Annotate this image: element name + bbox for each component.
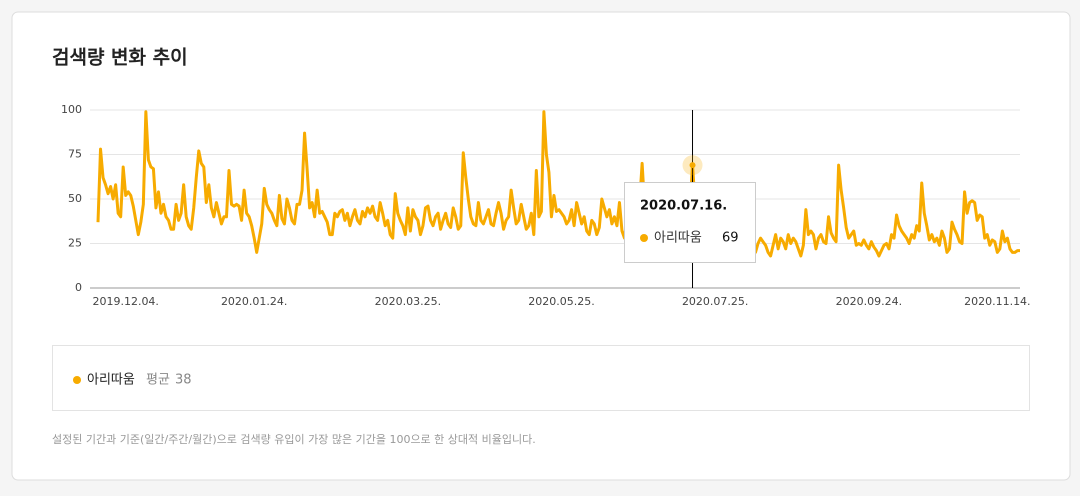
average-value: 38 xyxy=(175,373,192,388)
y-tick-label: 0 xyxy=(75,281,82,294)
chart-title: 검색량 변화 추이 xyxy=(52,47,188,69)
x-tick-label: 2020.07.25. xyxy=(682,295,748,308)
x-tick-label: 2019.12.04. xyxy=(92,295,158,308)
x-tick-label: 2020.01.24. xyxy=(221,295,287,308)
tooltip-value: 69 xyxy=(722,231,739,246)
y-tick-label: 75 xyxy=(68,148,82,161)
x-tick-label: 2020.05.25. xyxy=(528,295,594,308)
legend-dot xyxy=(73,376,81,384)
tooltip-date: 2020.07.16. xyxy=(640,199,727,214)
legend-label: 아리따움 xyxy=(87,373,135,388)
y-tick-label: 25 xyxy=(68,237,82,250)
x-tick-label: 2020.09.24. xyxy=(836,295,902,308)
legend-box xyxy=(52,345,1030,411)
x-tick-label: 2020.11.14. xyxy=(964,295,1030,308)
y-tick-label: 100 xyxy=(61,103,82,116)
y-tick-label: 50 xyxy=(68,192,82,205)
x-tick-label: 2020.03.25. xyxy=(375,295,441,308)
tooltip-box xyxy=(624,182,756,263)
average-label: 평균 xyxy=(146,373,170,388)
hover-point xyxy=(689,162,696,169)
tooltip-series: 아리따움 xyxy=(654,231,702,246)
line xyxy=(96,110,1020,258)
tooltip-dot xyxy=(640,234,648,242)
footnote: 설정된 기간과 기준(일간/주간/월간)으로 검색량 유입이 가장 많은 기간을… xyxy=(52,432,536,446)
